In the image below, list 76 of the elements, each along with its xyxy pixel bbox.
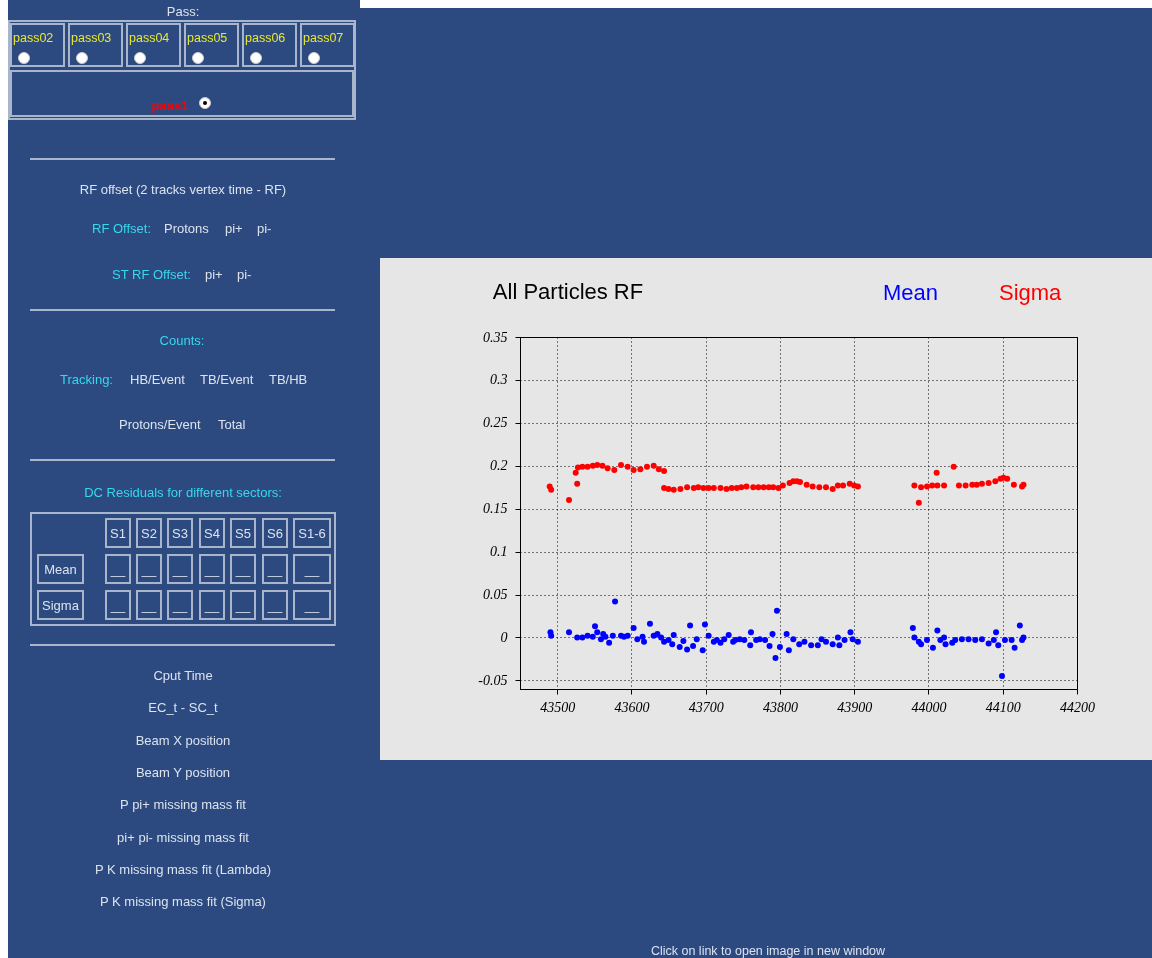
y-tick-label: 0.15 xyxy=(483,501,508,517)
button: Mean xyxy=(37,554,84,584)
text: pi- xyxy=(237,266,252,282)
text: Pass: xyxy=(166,3,200,19)
text: Cput Time xyxy=(153,667,213,683)
x-tick-label: 43600 xyxy=(614,699,650,715)
text: DC Residuals for different sectors: xyxy=(84,484,282,500)
y-tick-label: 0.3 xyxy=(490,372,508,388)
x-tick-label: 43700 xyxy=(688,699,724,715)
chart-title: All Particles RF xyxy=(492,279,644,304)
text: pi+ xyxy=(225,220,243,236)
text: Mean xyxy=(883,280,939,305)
button: __ xyxy=(105,590,131,620)
text: Protons/Event xyxy=(119,416,201,432)
x-tick-label: 44000 xyxy=(911,699,947,715)
button: __ xyxy=(230,590,256,620)
button: S5 xyxy=(230,518,256,548)
text: TB/Event xyxy=(200,371,254,387)
text: Counts: xyxy=(159,332,205,348)
button: __ xyxy=(262,554,288,584)
x-tick-label: 44200 xyxy=(1060,699,1095,715)
y-tick-label: 0.25 xyxy=(483,415,508,431)
text: Tracking: xyxy=(60,371,113,387)
text: Click on link to open image in new window xyxy=(650,943,886,958)
button: __ xyxy=(293,590,331,620)
text: Sigma xyxy=(999,280,1063,305)
y-tick-label: 0.1 xyxy=(490,544,508,560)
button: __ xyxy=(105,554,131,584)
text: P pi+ missing mass fit xyxy=(120,796,246,812)
button: S4 xyxy=(199,518,225,548)
text: EC_t - SC_t xyxy=(148,699,218,715)
button: __ xyxy=(136,554,162,584)
text: RF offset (2 tracks vertex time - RF) xyxy=(79,181,287,197)
y-tick-label: 0.05 xyxy=(483,587,508,603)
button: __ xyxy=(199,554,225,584)
button: Sigma xyxy=(37,590,84,620)
text: pi+ pi- missing mass fit xyxy=(117,829,249,845)
text: pi- xyxy=(257,220,272,236)
button: __ xyxy=(167,554,193,584)
y-tick-label: 0.2 xyxy=(490,458,508,474)
button: __ xyxy=(262,590,288,620)
text: ST RF Offset: xyxy=(112,266,191,282)
button: S6 xyxy=(262,518,288,548)
button: __ xyxy=(136,590,162,620)
text: Total xyxy=(218,416,246,432)
text: pass03 xyxy=(71,30,112,46)
button: __ xyxy=(293,554,331,584)
x-tick-label: 44100 xyxy=(985,699,1021,715)
button: S1 xyxy=(105,518,131,548)
text: pass04 xyxy=(129,30,170,46)
text: HB/Event xyxy=(130,371,185,387)
text: TB/HB xyxy=(269,371,308,387)
button: S3 xyxy=(167,518,193,548)
text: RF Offset: xyxy=(92,220,151,236)
y-tick-label: 0 xyxy=(500,629,508,645)
text: pass05 xyxy=(187,30,228,46)
text: Protons xyxy=(164,220,209,236)
text: pass07 xyxy=(303,30,344,46)
text: P K missing mass fit (Sigma) xyxy=(100,893,266,909)
button: __ xyxy=(230,554,256,584)
y-tick-label: 0.35 xyxy=(483,329,508,345)
text: Beam Y position xyxy=(135,764,231,780)
text: Beam X position xyxy=(135,732,231,748)
x-tick-label: 43500 xyxy=(540,699,576,715)
text: P K missing mass fit (Lambda) xyxy=(94,861,272,877)
x-tick-label: 43900 xyxy=(837,699,873,715)
y-tick-label: -0.05 xyxy=(478,672,508,688)
button: __ xyxy=(167,590,193,620)
text: pass1 xyxy=(151,97,189,113)
button: __ xyxy=(199,590,225,620)
text: pass06 xyxy=(245,30,286,46)
text: pass02 xyxy=(13,30,54,46)
x-tick-label: 43800 xyxy=(762,699,798,715)
text: pi+ xyxy=(205,266,223,282)
button: S2 xyxy=(136,518,162,548)
button: S1-6 xyxy=(293,518,331,548)
